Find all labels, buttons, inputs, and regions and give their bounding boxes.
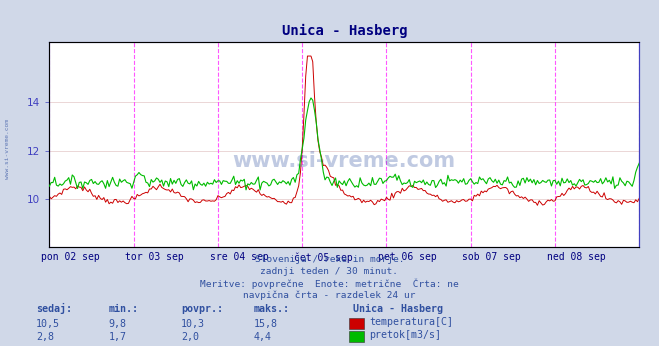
Text: 10,5: 10,5: [36, 319, 60, 329]
Text: 15,8: 15,8: [254, 319, 277, 329]
Title: Unica - Hasberg: Unica - Hasberg: [281, 24, 407, 38]
Text: Slovenija / reke in morje.: Slovenija / reke in morje.: [255, 255, 404, 264]
Text: 1,7: 1,7: [109, 332, 127, 342]
Text: 2,0: 2,0: [181, 332, 199, 342]
Text: navpična črta - razdelek 24 ur: navpična črta - razdelek 24 ur: [243, 291, 416, 300]
Text: Unica - Hasberg: Unica - Hasberg: [353, 304, 443, 314]
Text: temperatura[C]: temperatura[C]: [369, 317, 453, 327]
Text: povpr.:: povpr.:: [181, 304, 223, 314]
Text: zadnji teden / 30 minut.: zadnji teden / 30 minut.: [260, 267, 399, 276]
Text: www.si-vreme.com: www.si-vreme.com: [233, 151, 456, 171]
Text: min.:: min.:: [109, 304, 139, 314]
Text: Meritve: povprečne  Enote: metrične  Črta: ne: Meritve: povprečne Enote: metrične Črta:…: [200, 279, 459, 289]
Text: www.si-vreme.com: www.si-vreme.com: [5, 119, 11, 179]
Text: 4,4: 4,4: [254, 332, 272, 342]
Text: 10,3: 10,3: [181, 319, 205, 329]
Text: maks.:: maks.:: [254, 304, 290, 314]
Text: 9,8: 9,8: [109, 319, 127, 329]
Text: 2,8: 2,8: [36, 332, 54, 342]
Text: pretok[m3/s]: pretok[m3/s]: [369, 330, 441, 340]
Text: sedaj:: sedaj:: [36, 303, 72, 314]
